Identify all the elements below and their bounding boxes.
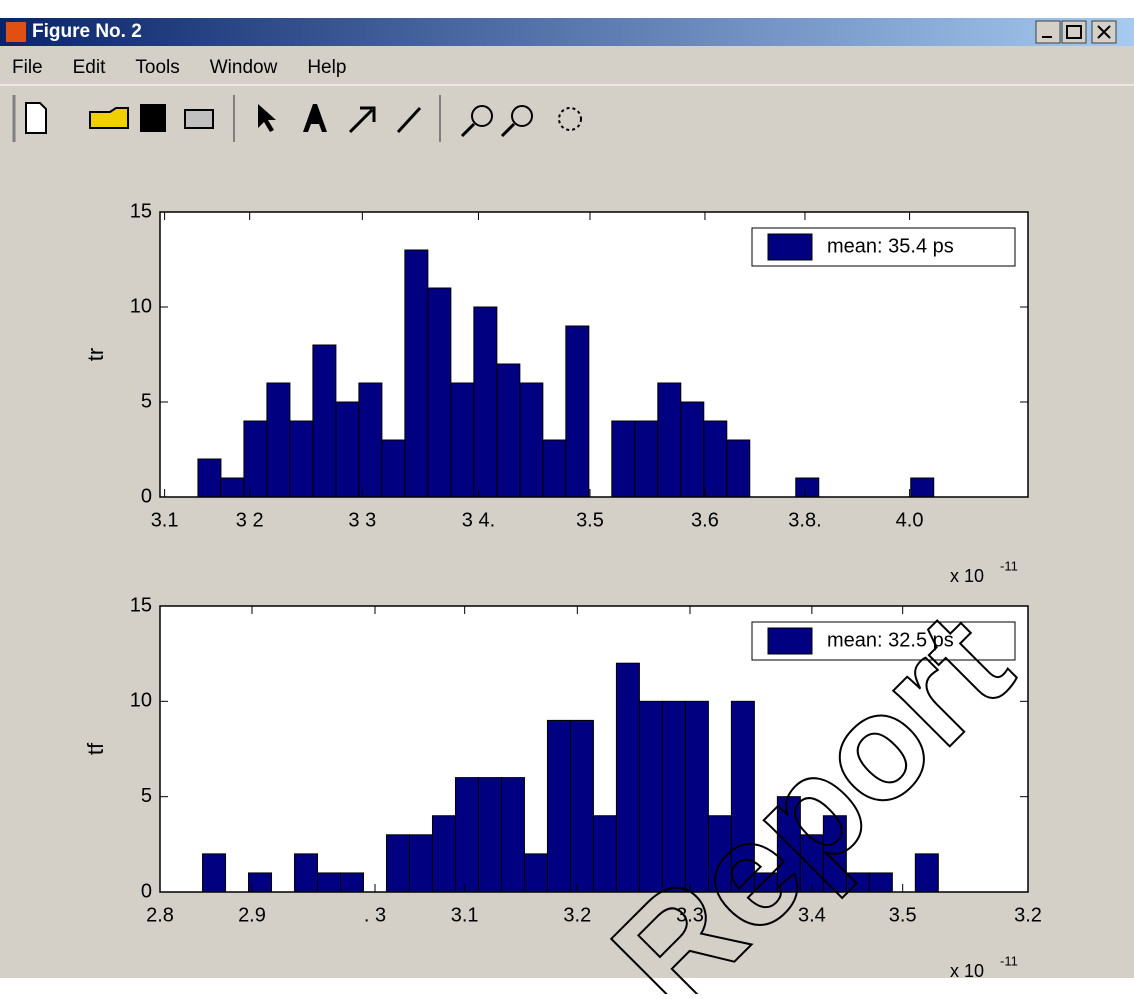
x-multiplier: x 10 — [950, 961, 984, 981]
histogram-bar — [915, 854, 938, 892]
histogram-bar — [520, 383, 543, 497]
histogram-bar — [409, 835, 432, 892]
histogram-bar — [566, 326, 589, 497]
y-axis-label: tr — [83, 348, 108, 361]
y-tick-label: 15 — [130, 200, 152, 222]
histogram-bar — [616, 663, 639, 892]
histogram-bar — [796, 478, 819, 497]
x-tick-label: 3.5 — [576, 509, 604, 531]
histogram-bar — [203, 854, 226, 892]
histogram-bar — [221, 478, 244, 497]
x-tick-label: 3.2 — [1014, 904, 1042, 926]
histogram-bar — [290, 421, 313, 497]
legend-swatch — [768, 628, 812, 654]
histogram-bar — [543, 440, 566, 497]
histogram-bar — [313, 345, 336, 497]
histogram-bar — [382, 440, 405, 497]
histogram-bar — [295, 854, 318, 892]
x-tick-label: 3.1 — [451, 904, 479, 926]
histogram-bar — [359, 383, 382, 497]
x-tick-label: 3.6 — [691, 509, 719, 531]
legend-swatch — [768, 234, 812, 260]
histogram-bar — [318, 873, 341, 892]
histogram-bar — [501, 778, 524, 892]
window-controls[interactable] — [1036, 21, 1116, 43]
x-tick-label: 3 4. — [462, 509, 495, 531]
window-title: Figure No. 2 — [32, 21, 142, 42]
histogram-bar — [593, 816, 616, 892]
menu-item[interactable]: File — [12, 57, 43, 78]
y-tick-label: 15 — [130, 594, 152, 616]
y-tick-label: 0 — [141, 485, 152, 507]
y-tick-label: 0 — [141, 880, 152, 902]
histogram-bar — [612, 421, 635, 497]
histogram-bar — [635, 421, 658, 497]
x-multiplier-exponent: -11 — [1000, 953, 1018, 968]
histogram-bar — [244, 421, 267, 497]
y-tick-label: 10 — [130, 295, 152, 317]
histogram-bar — [524, 854, 547, 892]
histogram-bar — [267, 383, 290, 497]
histogram-bar — [911, 478, 934, 497]
histogram-bar — [727, 440, 750, 497]
histogram-bar — [432, 816, 455, 892]
title-bar — [0, 18, 1134, 46]
x-multiplier-exponent: -11 — [1000, 558, 1018, 573]
histogram-bar — [704, 421, 727, 497]
new-icon[interactable] — [26, 103, 46, 133]
y-tick-label: 5 — [141, 785, 152, 807]
legend-label: mean: 35.4 ps — [827, 235, 954, 257]
histogram-bar — [497, 364, 520, 497]
histogram-bar — [428, 288, 451, 497]
histogram-bar — [474, 307, 497, 497]
x-tick-label: 3.8. — [788, 509, 821, 531]
histogram-bar — [681, 402, 704, 497]
histogram-bar — [198, 459, 221, 497]
menu-item[interactable]: Edit — [73, 57, 106, 78]
maximize-button[interactable] — [1062, 21, 1086, 43]
histogram-bar — [340, 873, 363, 892]
histogram-bar — [336, 402, 359, 497]
histogram-bar — [658, 383, 681, 497]
figure-window: Figure No. 2 File Edit Tools Window Help 0 5 1… — [0, 0, 1134, 994]
histogram-bar — [455, 778, 478, 892]
x-tick-label: . 3 — [364, 904, 386, 926]
x-tick-label: 3 3 — [348, 509, 376, 531]
histogram-bar — [547, 720, 570, 892]
menu-item[interactable]: Window — [210, 57, 278, 78]
y-tick-label: 5 — [141, 390, 152, 412]
histogram-bar — [869, 873, 892, 892]
x-tick-label: 3 2 — [236, 509, 264, 531]
x-tick-label: 3.1 — [151, 509, 179, 531]
histogram-bar — [386, 835, 409, 892]
save-icon[interactable] — [140, 104, 166, 132]
x-tick-label: 3.5 — [889, 904, 917, 926]
y-tick-label: 10 — [130, 690, 152, 712]
histogram-bar — [570, 720, 593, 892]
app-icon — [6, 22, 26, 42]
x-multiplier: x 10 — [950, 566, 984, 586]
histogram-bar — [405, 250, 428, 497]
print-icon[interactable] — [185, 110, 213, 128]
histogram-bar — [478, 778, 501, 892]
menu-item[interactable]: Help — [307, 57, 346, 78]
y-axis-label: tf — [83, 742, 108, 755]
x-tick-label: 2.9 — [238, 904, 266, 926]
menu-item[interactable]: Tools — [135, 57, 179, 78]
x-tick-label: 2.8 — [146, 904, 174, 926]
histogram-bar — [451, 383, 474, 497]
x-tick-label: 4.0 — [896, 509, 924, 531]
minimize-button[interactable] — [1036, 21, 1060, 43]
open-icon[interactable] — [90, 108, 128, 128]
